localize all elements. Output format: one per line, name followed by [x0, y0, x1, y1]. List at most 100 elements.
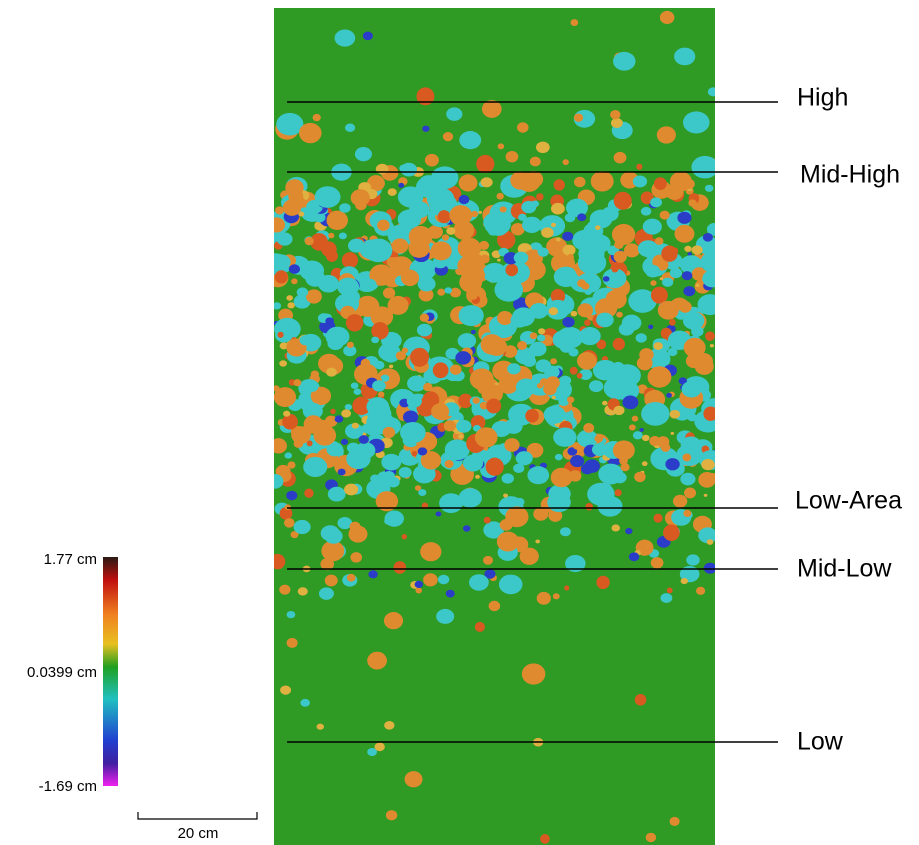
- surface-feature: [620, 463, 630, 472]
- surface-feature: [365, 423, 381, 436]
- surface-feature: [548, 307, 559, 316]
- surface-feature: [496, 531, 520, 552]
- surface-feature: [496, 192, 504, 200]
- surface-feature: [616, 311, 623, 318]
- surface-feature: [642, 218, 662, 235]
- surface-feature: [535, 141, 550, 154]
- surface-feature: [632, 431, 643, 440]
- surface-feature: [351, 422, 359, 429]
- surface-feature: [573, 113, 584, 122]
- surface-feature: [567, 396, 575, 404]
- surface-feature: [656, 126, 676, 144]
- surface-feature: [703, 493, 708, 497]
- surface-feature: [513, 251, 529, 264]
- surface-feature: [497, 258, 501, 262]
- surface-feature: [617, 365, 628, 374]
- surface-feature: [602, 276, 610, 282]
- surface-feature: [678, 377, 687, 385]
- surface-feature: [430, 241, 452, 261]
- line-label: Mid-Low: [797, 555, 892, 583]
- surface-feature: [573, 176, 586, 188]
- surface-feature: [304, 237, 314, 246]
- surface-feature: [562, 159, 569, 166]
- surface-feature: [653, 513, 663, 523]
- surface-feature: [592, 359, 618, 381]
- surface-feature: [285, 179, 304, 196]
- surface-feature: [665, 458, 680, 471]
- surface-feature: [305, 270, 326, 287]
- surface-feature: [277, 331, 284, 338]
- surface-feature: [449, 364, 462, 375]
- surface-feature: [442, 131, 454, 142]
- surface-feature: [683, 178, 695, 190]
- surface-feature: [393, 561, 407, 574]
- surface-feature: [691, 245, 703, 255]
- surface-feature: [645, 832, 657, 843]
- surface-feature: [482, 262, 507, 283]
- surface-feature: [605, 289, 627, 309]
- surface-feature: [416, 323, 433, 337]
- surface-feature: [324, 574, 338, 587]
- surface-feature: [375, 163, 389, 175]
- surface-feature: [512, 188, 522, 196]
- surface-feature: [458, 488, 482, 508]
- surface-feature: [641, 434, 650, 442]
- surface-feature: [284, 452, 293, 459]
- surface-feature: [698, 471, 715, 488]
- surface-feature: [480, 334, 504, 355]
- surface-feature: [459, 249, 468, 257]
- surface-feature: [622, 395, 639, 410]
- surface-feature: [274, 302, 282, 310]
- scale-bar-label: 20 cm: [178, 825, 219, 842]
- surface-feature: [456, 419, 472, 433]
- surface-feature: [634, 471, 646, 483]
- profile-lines: High Mid-High Low-Area Mid-Low Low: [287, 84, 902, 756]
- surface-feature: [481, 100, 502, 118]
- surface-feature: [669, 267, 683, 279]
- surface-feature: [480, 177, 493, 188]
- surface-feature: [446, 107, 463, 121]
- surface-feature: [359, 239, 384, 260]
- surface-feature: [414, 485, 422, 491]
- surface-feature: [504, 438, 520, 452]
- surface-feature: [631, 415, 639, 422]
- surface-feature: [444, 439, 470, 461]
- surface-feature: [355, 295, 380, 317]
- surface-feature: [354, 146, 372, 162]
- surface-feature: [548, 484, 571, 504]
- surface-feature: [274, 387, 297, 408]
- surface-feature: [573, 442, 581, 450]
- surface-feature: [310, 386, 332, 406]
- surface-feature: [486, 398, 502, 414]
- surface-feature: [279, 584, 291, 595]
- surface-feature: [296, 287, 309, 297]
- surface-feature: [472, 397, 480, 404]
- surface-feature: [613, 151, 627, 164]
- surface-feature: [306, 440, 313, 447]
- surface-feature: [410, 347, 430, 367]
- surface-feature: [378, 391, 385, 398]
- surface-feature: [556, 326, 584, 349]
- surface-feature: [415, 587, 423, 594]
- surface-feature: [585, 503, 593, 511]
- surface-feature: [286, 637, 298, 648]
- surface-feature: [552, 593, 560, 600]
- surface-feature: [650, 557, 664, 569]
- surface-feature: [614, 489, 622, 497]
- surface-feature: [584, 459, 600, 473]
- surface-feature: [650, 197, 663, 208]
- surface-feature: [274, 217, 286, 233]
- surface-feature: [657, 300, 679, 320]
- surface-feature: [669, 319, 676, 326]
- surface-feature: [431, 403, 450, 420]
- surface-feature: [505, 506, 529, 528]
- surface-feature: [540, 834, 550, 844]
- surface-feature: [286, 295, 294, 301]
- surface-feature: [360, 358, 371, 368]
- surface-feature: [406, 394, 422, 408]
- surface-feature: [687, 252, 692, 256]
- surface-feature: [293, 379, 302, 387]
- surface-feature: [467, 291, 478, 300]
- surface-feature: [691, 326, 704, 337]
